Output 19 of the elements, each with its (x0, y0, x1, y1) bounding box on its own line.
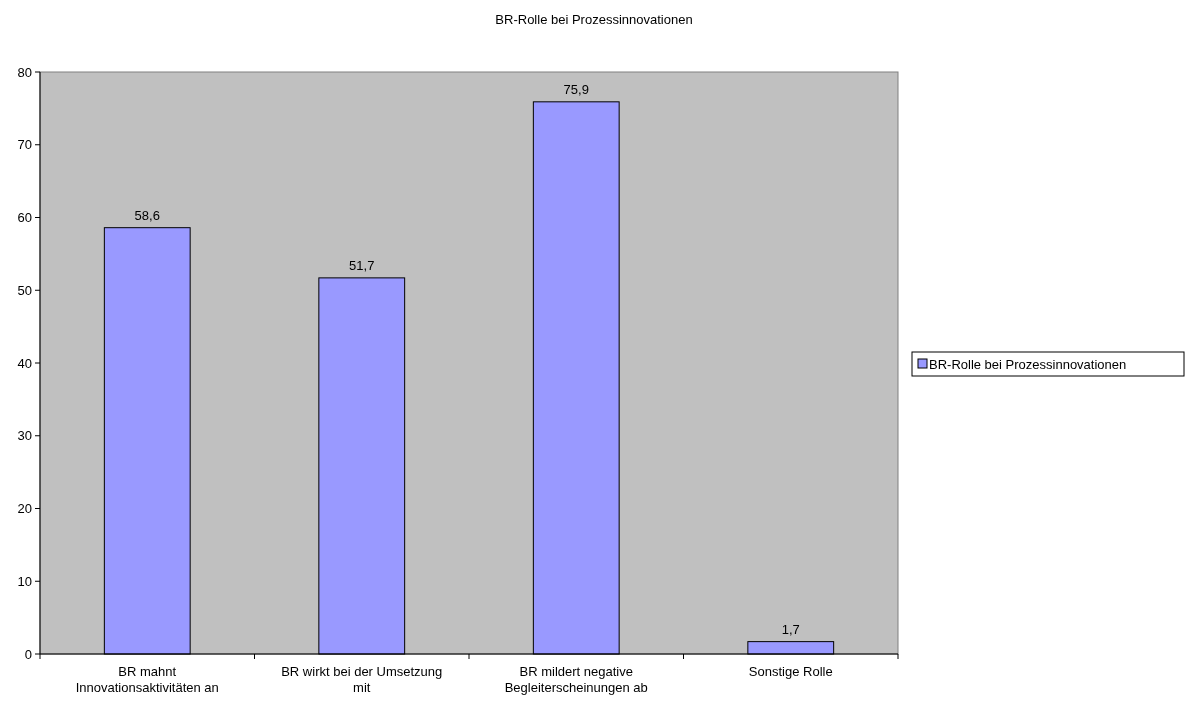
x-tick-label: BR mahnt Innovationsaktivitäten an (75, 664, 219, 695)
data-label: 1,7 (781, 621, 800, 637)
y-tick-label: 60 (17, 210, 32, 226)
y-tick-label: 0 (24, 646, 32, 662)
y-tick-label: 40 (17, 355, 32, 371)
x-tick-label: BR wirkt bei der Umsetzung mit (281, 664, 443, 695)
y-tick-label: 50 (17, 282, 32, 298)
data-label: 58,6 (134, 207, 160, 223)
y-tick-label: 20 (17, 501, 32, 517)
x-tick-label: Sonstige Rolle (748, 664, 833, 679)
x-tick-label: BR mildert negative Begleiterscheinungen ab (504, 664, 648, 695)
y-tick-label: 30 (17, 428, 32, 444)
data-label: 75,9 (563, 81, 589, 97)
y-tick-label: 80 (17, 64, 32, 80)
y-tick-label: 10 (17, 573, 32, 589)
data-label: 51,7 (349, 257, 375, 273)
y-tick-label: 70 (17, 137, 32, 153)
chart-title: BR-Rolle bei Prozessinnovationen (495, 12, 693, 27)
legend-label: BR-Rolle bei Prozessinnovationen (929, 356, 1127, 372)
